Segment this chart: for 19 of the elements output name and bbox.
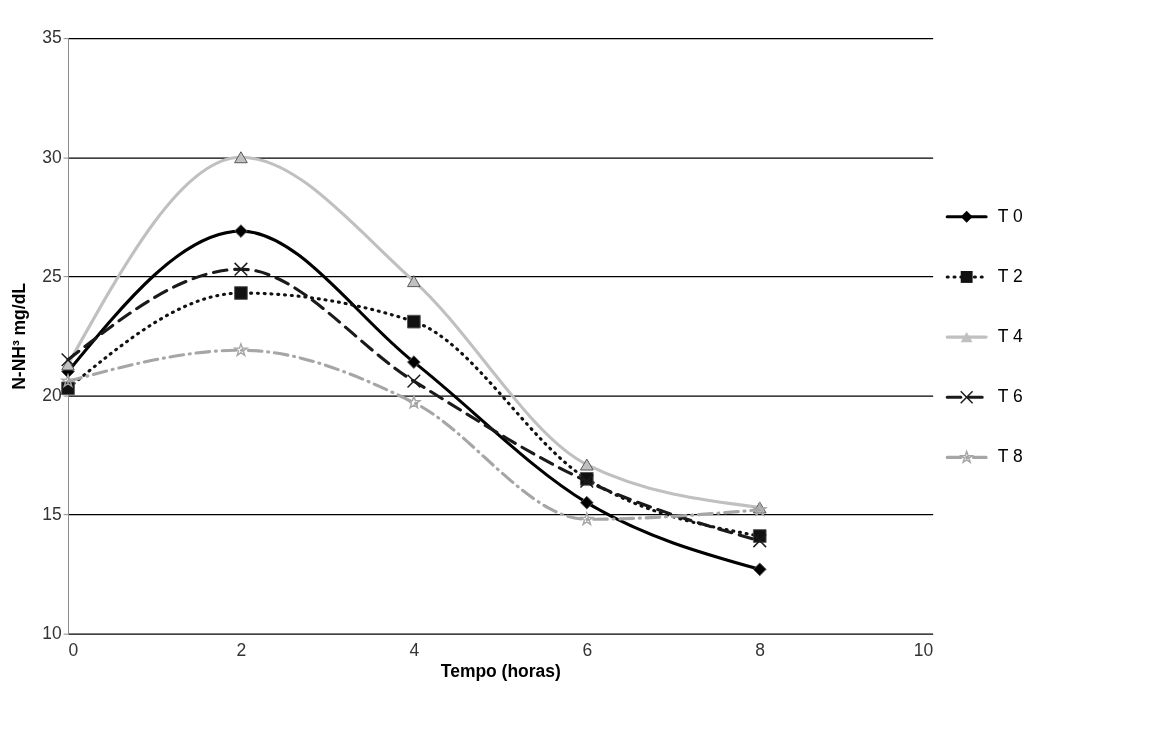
y-tick-label: 30 [42, 146, 62, 167]
legend-label: T 4 [997, 325, 1023, 346]
x-tick-label: 10 [913, 639, 934, 660]
x-axis-title: Tempo (horas) [440, 660, 561, 681]
x-tick-label: 8 [755, 639, 766, 660]
legend-label: T 8 [997, 446, 1023, 467]
x-tick-label: 6 [582, 639, 593, 660]
y-tick-label: 25 [42, 265, 62, 286]
x-tick-label: 2 [236, 639, 247, 660]
legend-label: T 0 [997, 205, 1023, 226]
y-axis-title: N-NH³ mg/dL [8, 282, 29, 390]
y-tick-label: 15 [42, 503, 62, 524]
x-tick-label: 0 [68, 639, 79, 660]
y-tick-label: 35 [42, 27, 62, 48]
legend-label: T 6 [997, 386, 1023, 407]
y-tick-label: 10 [42, 623, 62, 644]
y-tick-label: 20 [42, 384, 62, 405]
x-tick-label: 4 [409, 639, 420, 660]
legend-label: T 2 [997, 265, 1023, 286]
